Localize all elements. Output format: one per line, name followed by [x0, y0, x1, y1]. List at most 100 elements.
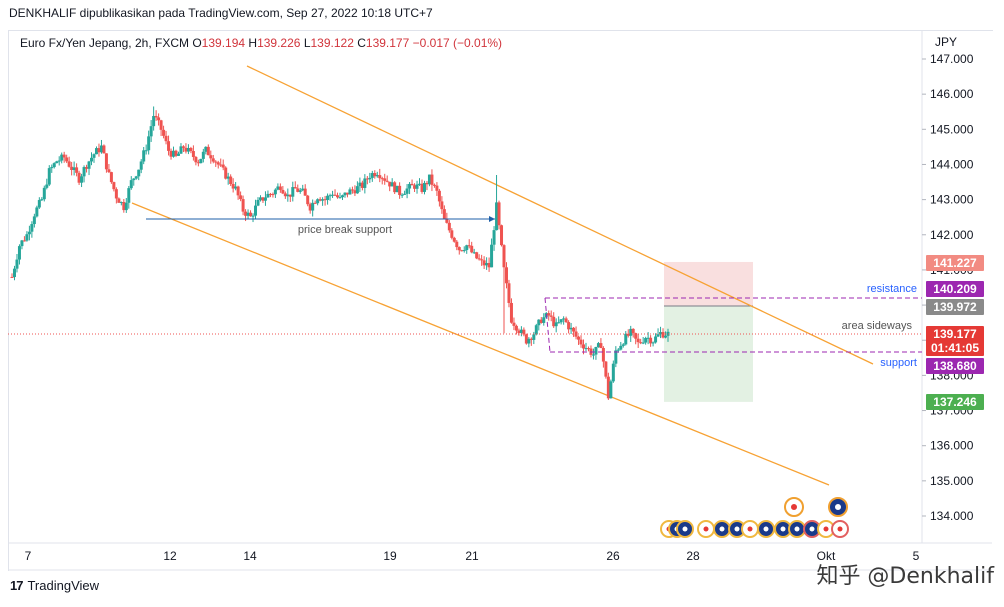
candle-body — [422, 182, 426, 192]
candle-body — [482, 260, 486, 266]
candle-body — [430, 174, 434, 185]
candle-body — [502, 245, 506, 268]
watermark: 知乎 @Denkhalif — [816, 564, 994, 589]
candle-body — [176, 153, 180, 156]
candle-body — [229, 176, 233, 185]
candle-body — [72, 167, 76, 170]
candle-body — [251, 215, 255, 217]
event-marker-dot — [823, 526, 829, 532]
candle-body — [134, 176, 138, 179]
price-label-value: 138.680 — [933, 359, 977, 373]
candle-body — [363, 178, 367, 188]
candle-body — [408, 183, 412, 189]
candle-body — [639, 342, 643, 344]
candle-body — [567, 322, 571, 330]
candle-body — [157, 117, 161, 121]
candle-body — [512, 322, 516, 326]
x-tick-label: 28 — [686, 549, 700, 563]
candle-body — [470, 245, 474, 253]
candle-body — [77, 172, 81, 183]
candle-body — [569, 327, 573, 330]
annotation-support: support — [880, 357, 917, 369]
sideways-left-edge — [544, 297, 551, 353]
candle-body — [519, 329, 523, 334]
candle-body — [196, 162, 200, 164]
candle-body — [194, 156, 198, 163]
change-value: −0.017 (−0.01%) — [412, 36, 503, 50]
candle-body — [15, 259, 19, 269]
event-marker-dot — [837, 526, 843, 532]
candle-body — [316, 199, 320, 204]
candle-body — [403, 193, 407, 195]
candle-body — [321, 199, 325, 201]
candle-body — [517, 330, 521, 334]
candle-body — [490, 244, 494, 268]
candle-body — [236, 186, 240, 196]
candle-body — [154, 115, 158, 118]
candle-body — [172, 150, 176, 157]
price-label-value: 137.246 — [933, 395, 977, 409]
candle-body — [418, 183, 422, 185]
candle-body — [144, 150, 148, 152]
candle-body — [413, 185, 417, 189]
candle-body — [132, 178, 136, 181]
candle-body — [104, 153, 108, 170]
candle-body — [537, 319, 541, 326]
event-marker-dot — [780, 526, 786, 532]
candle-body — [358, 182, 362, 187]
candle-body — [591, 354, 595, 356]
candle-body — [345, 192, 349, 195]
candle-body — [129, 180, 133, 189]
candle-body — [390, 182, 394, 187]
candle-body — [62, 154, 66, 158]
candle-body — [291, 187, 295, 197]
candle-body — [149, 126, 153, 137]
candle-body — [425, 182, 429, 185]
candle-body — [380, 178, 384, 180]
price-label-bg — [926, 340, 984, 356]
candle-body — [239, 195, 243, 200]
candle-body — [507, 283, 511, 303]
candle-body — [57, 160, 61, 162]
candle-body — [616, 349, 620, 351]
candle-body — [206, 146, 210, 156]
overlays: price break support resistance support area… — [8, 216, 922, 369]
candle-body — [224, 167, 228, 179]
candle-body — [440, 201, 444, 210]
candle-body — [298, 190, 302, 192]
brand-name: TradingView — [27, 578, 100, 593]
candle-body — [654, 336, 658, 343]
candle-body — [117, 198, 121, 203]
candle-body — [492, 230, 496, 245]
event-marker-dot — [747, 526, 753, 532]
candle-body — [55, 161, 59, 164]
y-tick-label: 135.000 — [930, 474, 974, 488]
candle-body — [80, 176, 84, 183]
annotation-area-sideways: area sideways — [842, 320, 913, 332]
candle-body — [365, 178, 369, 180]
tradingview-logo[interactable]: 17 TradingView — [10, 578, 99, 593]
candle-body — [338, 197, 342, 199]
y-tick-label: 143.000 — [930, 193, 974, 207]
candle-body — [12, 268, 16, 278]
candle-body — [99, 145, 103, 153]
candle-body — [552, 316, 556, 327]
chart-frame — [8, 30, 993, 571]
candle-body — [527, 338, 531, 344]
candle-body — [286, 194, 290, 197]
candle-body — [532, 334, 536, 340]
price-label-bg — [926, 326, 984, 342]
candle-body — [442, 209, 446, 220]
candle-body — [410, 183, 414, 186]
symbol-name[interactable]: Euro Fx/Yen Jepang, 2h, FXCM — [20, 36, 189, 50]
price-label-value: 140.209 — [933, 282, 977, 296]
candle-body — [450, 230, 454, 238]
symbol-legend[interactable]: Euro Fx/Yen Jepang, 2h, FXCM O139.194 H1… — [20, 36, 502, 50]
candle-body — [211, 158, 215, 162]
candle-body — [199, 158, 203, 164]
candle-body — [246, 212, 250, 216]
candle-body — [10, 276, 14, 278]
y-tick-label: 145.000 — [930, 122, 974, 136]
candle-body — [241, 199, 245, 212]
